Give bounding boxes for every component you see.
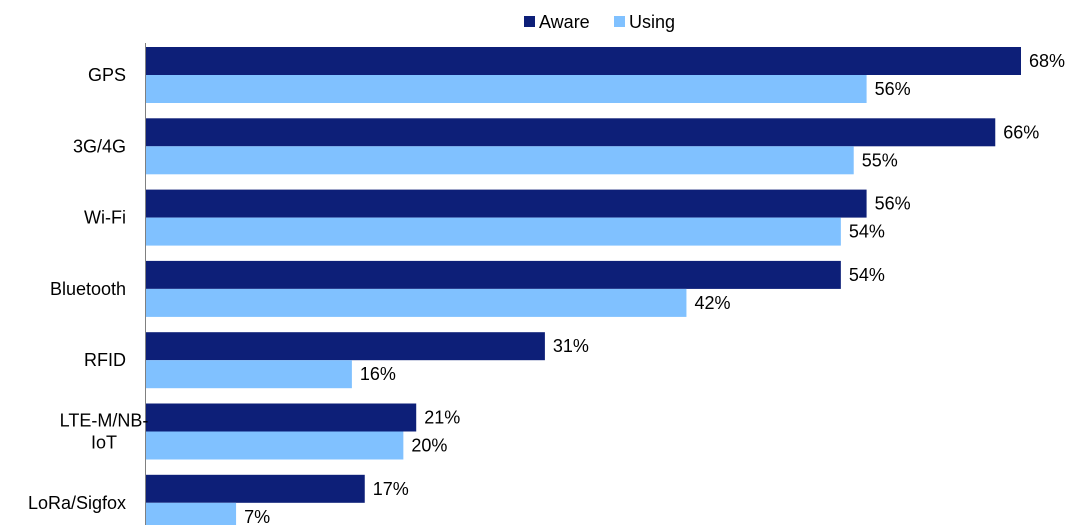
category-label: Wi-Fi (84, 208, 126, 228)
legend: Aware Using (524, 12, 675, 32)
value-label-using: 55% (862, 150, 898, 170)
value-label-aware: 17% (373, 479, 409, 499)
category-label: RFID (84, 350, 126, 370)
bar-aware (146, 47, 1021, 75)
legend-swatch-using (614, 16, 625, 27)
bar-using (146, 431, 404, 460)
bar-aware (146, 474, 365, 503)
bar-aware (146, 118, 996, 147)
value-label-aware: 68% (1029, 51, 1065, 71)
category-label: Bluetooth (50, 279, 126, 299)
category-label: LTE-M/NB-IoT (60, 411, 149, 453)
value-label-using: 54% (849, 222, 885, 242)
value-label-using: 7% (244, 507, 270, 525)
value-label-using: 42% (694, 293, 730, 313)
labels-group: GPS 68% 56% 3G/4G 66% 55% Wi-Fi 56% 54% Bluetooth… (28, 51, 1065, 525)
bar-aware (146, 403, 417, 432)
value-label-using: 16% (360, 364, 396, 384)
bar-using (146, 288, 687, 317)
value-label-aware: 66% (1003, 122, 1039, 142)
bar-using (146, 502, 237, 525)
category-label: LoRa/Sigfox (28, 493, 126, 513)
value-label-aware: 54% (849, 265, 885, 285)
value-label-aware: 21% (424, 408, 460, 428)
bars-group (146, 47, 1021, 525)
bar-using (146, 146, 854, 175)
bar-using (146, 217, 841, 246)
value-label-using: 56% (875, 79, 911, 99)
value-label-aware: 31% (553, 336, 589, 356)
bar-using (146, 75, 867, 103)
bar-aware (146, 332, 545, 361)
category-label: GPS (88, 65, 126, 85)
legend-label-using: Using (629, 12, 675, 32)
value-label-using: 20% (411, 436, 447, 456)
bar-using (146, 360, 352, 389)
legend-swatch-aware (524, 16, 535, 27)
bar-aware (146, 260, 841, 289)
bar-aware (146, 189, 867, 218)
category-label: 3G/4G (73, 136, 126, 156)
value-label-aware: 56% (875, 194, 911, 214)
legend-label-aware: Aware (539, 12, 590, 32)
